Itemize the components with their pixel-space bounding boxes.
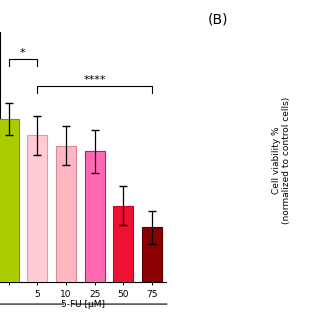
Bar xyxy=(56,146,76,320)
X-axis label: 5-FU [μM]: 5-FU [μM] xyxy=(61,300,105,309)
Bar xyxy=(27,135,47,320)
Text: *: * xyxy=(20,48,26,58)
Bar xyxy=(84,151,105,320)
Bar xyxy=(142,227,162,320)
Text: ****: **** xyxy=(84,75,106,85)
Text: Cell viability %
(normalized to control cells): Cell viability % (normalized to control … xyxy=(272,96,291,224)
Bar xyxy=(0,119,19,320)
Bar xyxy=(113,206,133,320)
Text: (B): (B) xyxy=(207,13,228,27)
